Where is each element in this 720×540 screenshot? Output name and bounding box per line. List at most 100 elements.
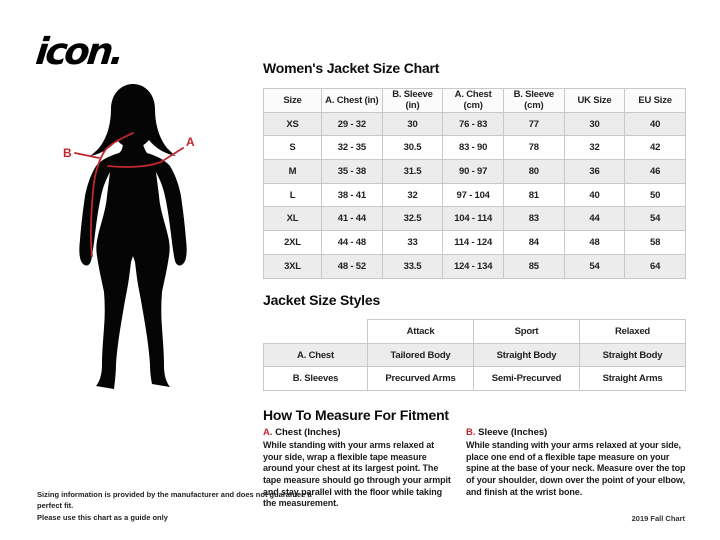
style-cell: Semi-Precurved (473, 366, 580, 392)
size-cell: 33 (381, 230, 444, 255)
disclaimer-line-2: Please use this chart as a guide only (37, 512, 168, 522)
table-row: A. Chest Tailored Body Straight Body Straig… (263, 342, 686, 368)
size-cell: 64 (624, 253, 686, 279)
size-cell: 48 (563, 230, 626, 255)
size-cell: 42 (624, 135, 686, 161)
style-chart-title: Jacket Size Styles (263, 292, 381, 308)
table-row: 3XL 48 - 52 33.5 124 - 134 85 54 64 (263, 253, 686, 279)
sleeve-instruction-body: While standing with your arms relaxed at… (466, 440, 686, 497)
sleeve-instruction: B. Sleeve (Inches) While standing with y… (466, 427, 686, 510)
size-cell: 81 (502, 182, 565, 208)
size-cell: 44 - 48 (321, 230, 383, 255)
size-cell: 85 (502, 253, 565, 279)
size-cell: 40 (563, 182, 626, 208)
size-cell: 2XL (263, 230, 322, 255)
table-row: 2XL 44 - 48 33 114 - 124 84 48 58 (263, 230, 686, 255)
size-cell: 29 - 32 (321, 111, 383, 137)
column-header: Relaxed (579, 319, 686, 344)
column-header: A. Chest (in) (321, 88, 383, 113)
size-cell: 78 (502, 135, 565, 161)
sleeve-heading-text: Sleeve (Inches) (475, 427, 548, 438)
size-cell: 124 - 134 (442, 253, 504, 279)
disclaimer-line-1: Sizing information is provided by the ma… (37, 490, 312, 511)
size-cell: 76 - 83 (442, 111, 504, 137)
style-cell: A. Chest (263, 342, 368, 368)
size-cell: 44 (563, 206, 626, 232)
column-header: B. Sleeve (cm) (502, 88, 565, 113)
size-cell: 80 (502, 159, 565, 184)
size-cell: 40 (624, 111, 686, 137)
size-cell: S (263, 135, 322, 161)
size-cell: 84 (502, 230, 565, 255)
size-cell: L (263, 182, 322, 208)
table-row: XL 41 - 44 32.5 104 - 114 83 44 54 (263, 206, 686, 232)
size-cell: 30 (563, 111, 626, 137)
fitment-title: How To Measure For Fitment (263, 407, 449, 423)
size-cell: 36 (563, 159, 626, 184)
size-cell: 35 - 38 (321, 159, 383, 184)
size-cell: 46 (624, 159, 686, 184)
fitment-instructions: A. Chest (Inches) While standing with yo… (263, 427, 686, 510)
woman-silhouette (79, 84, 187, 389)
size-cell: 33.5 (381, 253, 444, 279)
sleeve-measurement-line (90, 132, 134, 257)
column-header: Size (263, 88, 322, 113)
column-header: UK Size (563, 88, 626, 113)
silhouette-body (79, 142, 187, 389)
column-header: Attack (367, 319, 474, 344)
style-cell: Straight Body (579, 342, 686, 368)
sizing-disclaimer: Sizing information is provided by the ma… (37, 489, 337, 523)
chart-version-label: 2019 Fall Chart (631, 514, 685, 523)
size-cell: 104 - 114 (442, 206, 504, 232)
size-cell: 83 - 90 (442, 135, 504, 161)
size-cell: 77 (502, 111, 565, 137)
size-cell: 32 (381, 182, 444, 208)
chest-instruction-heading: A. Chest (Inches) (263, 427, 453, 438)
size-cell: XS (263, 111, 322, 137)
size-cell: 30 (381, 111, 444, 137)
size-cell: 54 (624, 206, 686, 232)
column-header: Sport (473, 319, 580, 344)
size-cell: 32 (563, 135, 626, 161)
size-cell: 30.5 (381, 135, 444, 161)
chest-measurement-line (107, 147, 184, 168)
size-cell: M (263, 159, 322, 184)
measurement-figure: B A (40, 78, 240, 408)
size-cell: 58 (624, 230, 686, 255)
size-cell: 97 - 104 (442, 182, 504, 208)
size-chart-table: Size A. Chest (in) B. Sleeve (in) A. Che… (263, 88, 686, 279)
label-b-pointer-line (74, 152, 100, 159)
table-row: S 32 - 35 30.5 83 - 90 78 32 42 (263, 135, 686, 161)
style-cell: Straight Body (473, 342, 580, 368)
sleeve-instruction-heading: B. Sleeve (Inches) (466, 427, 686, 438)
size-cell: 54 (563, 253, 626, 279)
woman-silhouette-graphic: B A (63, 84, 195, 389)
style-cell: Straight Arms (579, 366, 686, 392)
size-cell: 3XL (263, 253, 322, 279)
icon-brand-logo: icon. (33, 30, 124, 73)
size-cell: 31.5 (381, 159, 444, 184)
size-table-body: XS 29 - 32 30 76 - 83 77 30 40 S 32 - 35 30.5 83 -… (263, 111, 686, 279)
size-cell: XL (263, 206, 322, 232)
table-row: L 38 - 41 32 97 - 104 81 40 50 (263, 182, 686, 208)
style-chart-table: Attack Sport Relaxed A. Chest Tailored Bo… (263, 319, 686, 392)
chest-instruction: A. Chest (Inches) While standing with yo… (263, 427, 453, 510)
style-cell: Precurved Arms (367, 366, 474, 392)
corner-cell (264, 320, 368, 344)
size-chart-title: Women's Jacket Size Chart (263, 60, 440, 76)
style-table-header-row: Attack Sport Relaxed (264, 319, 686, 344)
table-row: M 35 - 38 31.5 90 - 97 80 36 46 (263, 159, 686, 184)
chest-instruction-body: While standing with your arms relaxed at… (263, 440, 451, 509)
silhouette-head (90, 84, 176, 156)
size-cell: 90 - 97 (442, 159, 504, 184)
column-header: EU Size (624, 88, 686, 113)
size-cell: 32 - 35 (321, 135, 383, 161)
style-cell: Tailored Body (367, 342, 474, 368)
column-header: B. Sleeve (in) (381, 88, 444, 113)
size-table-header-row: Size A. Chest (in) B. Sleeve (in) A. Che… (263, 88, 686, 113)
style-cell: B. Sleeves (263, 366, 368, 392)
table-row: XS 29 - 32 30 76 - 83 77 30 40 (263, 111, 686, 137)
column-header: A. Chest (cm) (442, 88, 504, 113)
measure-label-b: B (63, 146, 72, 160)
